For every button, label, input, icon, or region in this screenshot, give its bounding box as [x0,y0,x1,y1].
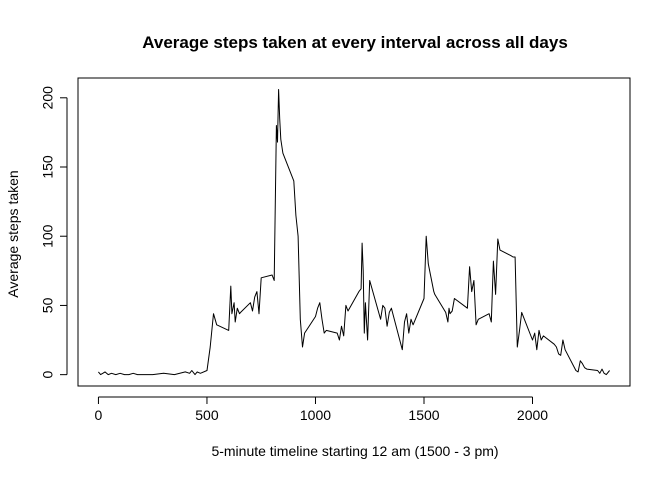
chart-title: Average steps taken at every interval ac… [142,33,568,52]
series-layer [98,89,610,376]
y-tick-label: 50 [40,297,56,313]
x-axis-label: 5-minute timeline starting 12 am (1500 -… [211,443,498,459]
plot-frame [77,77,631,387]
y-axis-label: Average steps taken [5,170,21,297]
y-axis: 0 50 100 150 200 [40,86,68,379]
x-axis: 0 500 1000 1500 2000 [95,396,548,423]
series-line [98,89,610,376]
x-tick-label: 500 [195,407,219,423]
x-tick-label: 1000 [300,407,331,423]
x-tick-label: 1500 [408,407,439,423]
y-tick-label: 0 [40,371,56,379]
y-tick-label: 200 [40,86,56,110]
x-tick-label: 0 [95,407,103,423]
x-tick-label: 2000 [517,407,548,423]
y-tick-label: 150 [40,155,56,179]
y-tick-label: 100 [40,224,56,248]
